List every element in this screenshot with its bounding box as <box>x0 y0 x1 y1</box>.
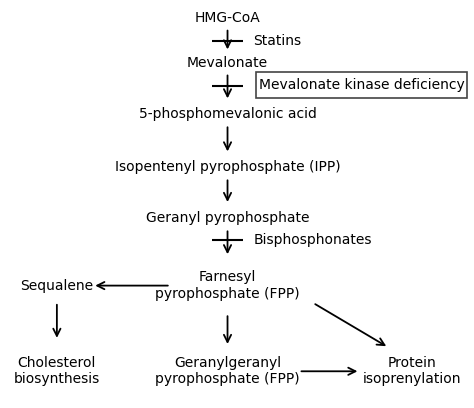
Text: Bisphosphonates: Bisphosphonates <box>254 233 372 247</box>
Text: Geranyl pyrophosphate: Geranyl pyrophosphate <box>146 211 309 225</box>
Text: Mevalonate kinase deficiency: Mevalonate kinase deficiency <box>258 78 465 92</box>
Text: Mevalonate: Mevalonate <box>187 56 268 70</box>
Text: Isopentenyl pyrophosphate (IPP): Isopentenyl pyrophosphate (IPP) <box>115 160 340 174</box>
Text: Sequalene: Sequalene <box>20 279 93 293</box>
Text: Protein
isoprenylation: Protein isoprenylation <box>363 356 462 386</box>
Text: HMG-CoA: HMG-CoA <box>195 11 260 25</box>
Text: Cholesterol
biosynthesis: Cholesterol biosynthesis <box>14 356 100 386</box>
Text: 5-phosphomevalonic acid: 5-phosphomevalonic acid <box>138 107 317 121</box>
FancyBboxPatch shape <box>256 72 467 98</box>
Text: Statins: Statins <box>254 34 302 48</box>
Text: Geranylgeranyl
pyrophosphate (FPP): Geranylgeranyl pyrophosphate (FPP) <box>155 356 300 386</box>
Text: Farnesyl
pyrophosphate (FPP): Farnesyl pyrophosphate (FPP) <box>155 271 300 301</box>
